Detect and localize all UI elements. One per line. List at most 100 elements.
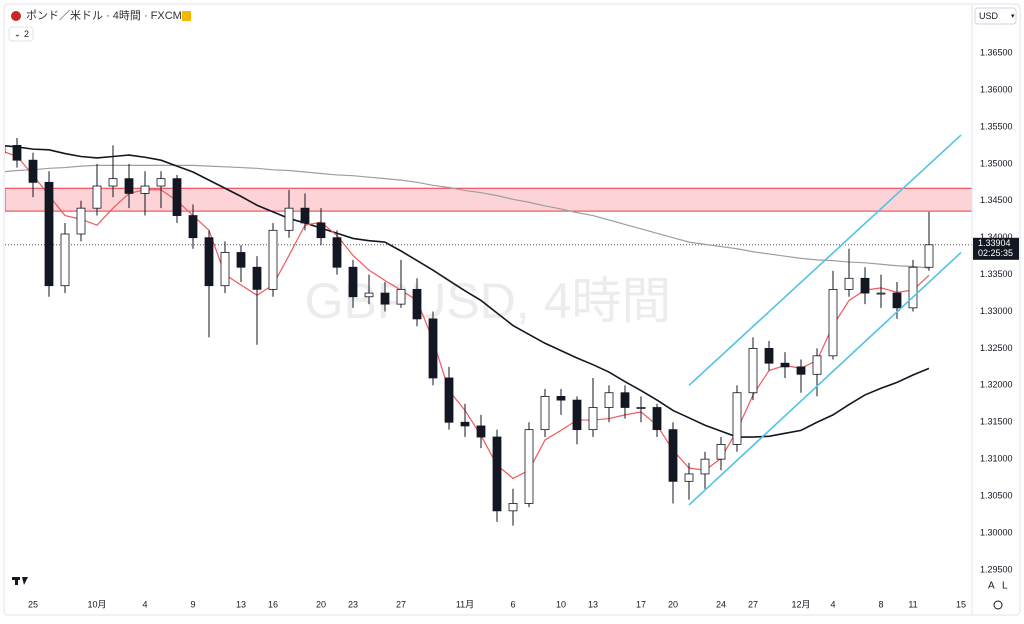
watermark: GBPUSD, 4時間 bbox=[305, 273, 672, 329]
candle-body bbox=[76, 207, 86, 235]
countdown-label: 02:25:35 bbox=[978, 248, 1013, 258]
candle-body bbox=[620, 392, 630, 408]
y-tick-label: 1.35000 bbox=[980, 158, 1013, 168]
y-tick-label: 1.30500 bbox=[980, 490, 1013, 500]
y-tick-label: 1.34000 bbox=[980, 232, 1013, 242]
candle-body bbox=[108, 178, 118, 187]
auto-scale-button[interactable]: A bbox=[988, 581, 995, 592]
y-tick-label: 1.36000 bbox=[980, 84, 1013, 94]
x-tick-label: 11 bbox=[908, 599, 917, 609]
x-tick-label: 11月 bbox=[456, 599, 474, 609]
x-tick-label: 23 bbox=[348, 599, 358, 609]
x-tick-label: 20 bbox=[316, 599, 326, 609]
indicator-toggle[interactable] bbox=[8, 26, 34, 42]
x-tick-label: 25 bbox=[28, 599, 38, 609]
candle-body bbox=[732, 392, 742, 445]
candle-body bbox=[796, 366, 806, 375]
y-tick-label: 1.35500 bbox=[980, 121, 1013, 131]
flag-icon bbox=[182, 11, 191, 21]
candle-body bbox=[556, 396, 566, 401]
candle-body bbox=[764, 348, 774, 364]
candle-body bbox=[908, 266, 918, 309]
candle-body bbox=[700, 458, 710, 475]
candle-body bbox=[284, 207, 294, 231]
y-tick-label: 1.33000 bbox=[980, 306, 1013, 316]
candle-body bbox=[268, 229, 278, 290]
candle-body bbox=[588, 407, 598, 431]
candle-body bbox=[252, 266, 262, 290]
symbol-title: ポンド／米ドル · 4時間 · FXCM bbox=[26, 9, 182, 22]
moving-average bbox=[5, 164, 930, 269]
candle-body bbox=[844, 277, 854, 290]
candle-body bbox=[668, 429, 678, 482]
y-tick-label: 1.31000 bbox=[980, 454, 1013, 464]
candle-body bbox=[892, 292, 902, 309]
candle-body bbox=[140, 185, 150, 194]
candle-body bbox=[508, 503, 518, 512]
y-tick-label: 1.32500 bbox=[980, 343, 1013, 353]
y-tick-label: 1.33500 bbox=[980, 269, 1013, 279]
candle-body bbox=[572, 399, 582, 431]
x-tick-label: 4 bbox=[142, 599, 147, 609]
candle-body bbox=[28, 159, 38, 183]
x-tick-label: 24 bbox=[716, 599, 726, 609]
plot-area: GBPUSD, 4時間 bbox=[5, 134, 972, 526]
candle-body bbox=[748, 348, 758, 394]
last-price-box bbox=[973, 237, 1019, 260]
chevron: ▾ bbox=[1011, 13, 1015, 20]
candle-body bbox=[444, 377, 454, 423]
x-tick-label: 13 bbox=[588, 599, 598, 609]
candle-body bbox=[364, 292, 374, 298]
candle-body bbox=[924, 244, 934, 268]
candle-body bbox=[604, 392, 614, 408]
x-tick-label: 16 bbox=[268, 599, 278, 609]
candle-body bbox=[876, 292, 886, 295]
candle-body bbox=[428, 318, 438, 379]
candle-body bbox=[716, 444, 726, 460]
candle-body bbox=[636, 407, 646, 409]
frame bbox=[3, 3, 1021, 616]
candle-body bbox=[12, 145, 22, 161]
moving-average bbox=[5, 144, 930, 438]
candle-body bbox=[524, 429, 534, 504]
last-price-label: 1.33904 bbox=[978, 238, 1011, 248]
x-tick-label: 4 bbox=[830, 599, 835, 609]
candle-body bbox=[460, 421, 470, 427]
candle-body bbox=[316, 222, 326, 239]
currency: USD bbox=[979, 11, 999, 21]
candle-body bbox=[412, 288, 422, 320]
x-tick-label: 27 bbox=[748, 599, 758, 609]
candle-body bbox=[236, 252, 246, 268]
log-scale-button[interactable]: L bbox=[1002, 581, 1008, 592]
channel-line bbox=[688, 251, 962, 506]
candle-body bbox=[476, 425, 486, 438]
symbol-icon bbox=[11, 11, 21, 21]
candle-body bbox=[44, 181, 54, 287]
x-tick-label: 8 bbox=[878, 599, 883, 609]
y-tick-label: 1.31500 bbox=[980, 417, 1013, 427]
candle-body bbox=[812, 355, 822, 375]
candle-body bbox=[156, 178, 166, 187]
currency-select[interactable] bbox=[974, 7, 1017, 25]
candle-body bbox=[652, 407, 662, 431]
candle-body bbox=[300, 207, 310, 224]
settings-icon[interactable] bbox=[993, 600, 1003, 610]
indicator-count: 2 bbox=[24, 29, 29, 39]
x-tick-label: 6 bbox=[510, 599, 515, 609]
y-tick-label: 1.34500 bbox=[980, 195, 1013, 205]
y-tick-label: 1.32000 bbox=[980, 380, 1013, 390]
candle-body bbox=[380, 292, 390, 305]
x-tick-label: 27 bbox=[396, 599, 406, 609]
candle-body bbox=[92, 185, 102, 209]
chevron: ⌄ bbox=[14, 30, 21, 39]
candle-body bbox=[492, 436, 502, 512]
x-tick-label: 12月 bbox=[791, 599, 810, 609]
x-tick-label: 10 bbox=[556, 599, 566, 609]
tv-logo bbox=[12, 577, 28, 585]
x-tick-label: 17 bbox=[636, 599, 646, 609]
candle-body bbox=[220, 252, 230, 287]
y-tick-label: 1.36500 bbox=[980, 48, 1013, 58]
x-tick-label: 15 bbox=[956, 599, 966, 609]
x-tick-label: 20 bbox=[668, 599, 678, 609]
